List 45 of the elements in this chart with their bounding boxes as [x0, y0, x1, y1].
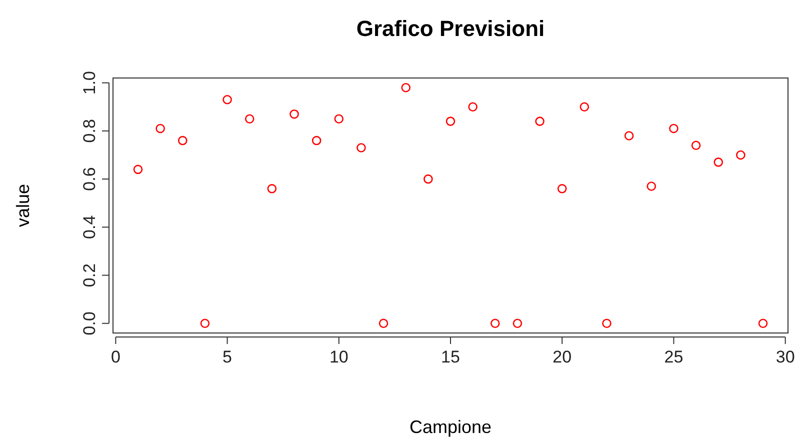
y-tick-label: 0.4	[80, 215, 99, 239]
point	[267, 184, 277, 194]
point	[758, 318, 768, 328]
point	[580, 102, 590, 112]
point	[178, 136, 188, 146]
point	[646, 182, 656, 191]
x-axis-title: Campione	[409, 417, 492, 437]
y-tick-label: 0.0	[80, 312, 99, 336]
point	[535, 116, 544, 126]
point	[401, 82, 410, 92]
point	[222, 95, 232, 104]
y-tick-label: 0.2	[80, 263, 99, 288]
x-tick-label: 25	[664, 347, 684, 366]
point	[468, 102, 478, 112]
point	[200, 318, 210, 328]
y-axis-title: value	[13, 184, 33, 228]
point	[244, 114, 254, 124]
point	[624, 131, 634, 140]
point	[312, 136, 322, 146]
point	[334, 114, 344, 124]
point	[602, 318, 612, 328]
point	[378, 318, 388, 328]
x-tick-label: 30	[776, 347, 795, 366]
y-tick-label: 0.6	[80, 167, 99, 191]
y-tick-label: 1.0	[80, 70, 99, 95]
x-tick-label: 0	[110, 347, 120, 366]
point	[446, 116, 456, 126]
point	[424, 174, 433, 184]
point	[512, 318, 522, 328]
point	[736, 150, 746, 160]
point	[714, 158, 723, 167]
x-tick-label: 5	[222, 347, 232, 366]
point	[669, 124, 678, 134]
x-tick-label: 10	[329, 347, 348, 366]
x-tick-label: 15	[441, 347, 460, 366]
y-tick-label: 0.8	[80, 119, 99, 143]
point	[156, 124, 165, 134]
point	[490, 318, 500, 328]
point	[290, 109, 299, 119]
point	[133, 164, 143, 174]
chart-title: Grafico Previsioni	[356, 16, 545, 41]
x-tick-label: 20	[552, 347, 572, 366]
point	[557, 184, 567, 194]
point	[691, 140, 701, 150]
point	[356, 143, 366, 152]
